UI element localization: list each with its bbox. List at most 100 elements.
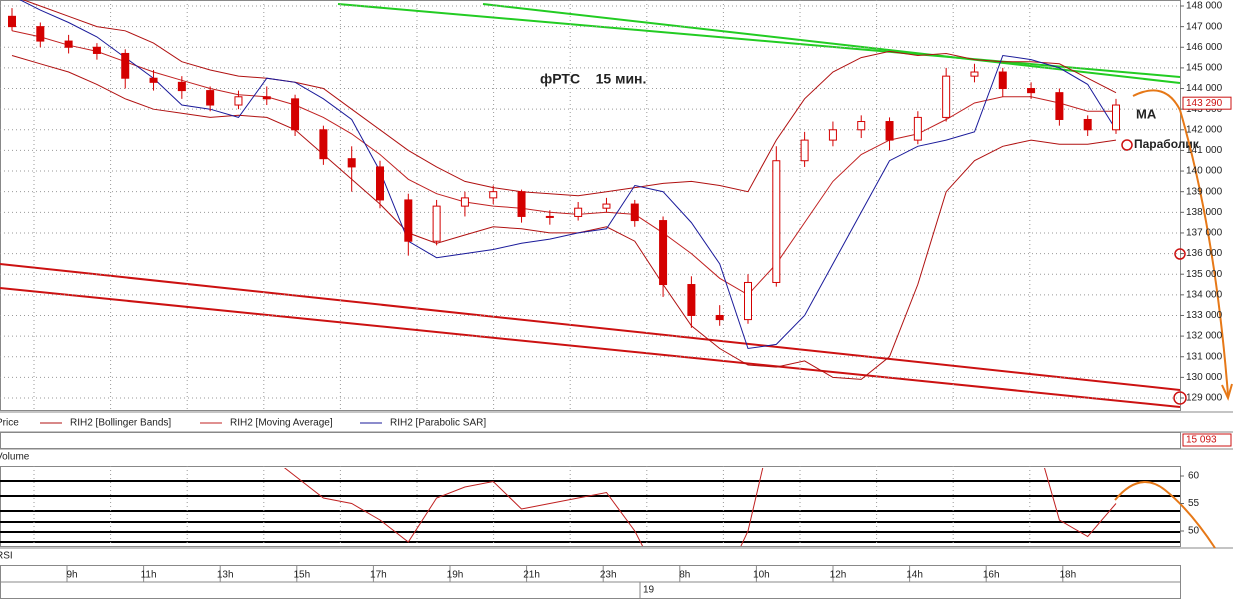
y-tick-label: 131 000 [1186,351,1223,362]
panel-label: RSI [0,551,13,562]
candle-body [998,71,1007,90]
y-tick-label: 60 [1188,471,1200,482]
x-tick-label: 23h [600,570,617,581]
legend-label: RIH2 [Moving Average] [230,418,333,429]
indicator-line [11,30,1116,296]
candle-body [234,96,243,106]
candle-body [828,129,837,141]
candle-body [404,199,413,242]
candle-body [347,158,356,168]
candle-body [64,40,73,48]
candle-body [630,203,639,222]
candle-body [885,121,894,141]
candle-body [291,98,300,131]
candle-body [177,81,186,92]
candle-body [432,205,441,242]
chart-title: фРТС 15 мин. [540,71,646,87]
trend-lines [0,3,1180,408]
candle-body [206,90,215,106]
candle-body [517,191,526,217]
marker-circle [1121,139,1187,405]
x-tick-label: 12h [830,570,847,581]
y-tick-label: 50 [1188,526,1200,537]
y-tick-label: 134 000 [1186,289,1223,300]
candle-body [687,284,696,316]
panel-label: Volume [0,452,30,463]
annotation: Параболик [1134,137,1200,151]
y-tick-label: 136 000 [1186,248,1223,259]
forecast-arrow [1114,89,1233,549]
legend-label: RIH2 [Bollinger Bands] [70,418,171,429]
x-tick-label: 16h [983,570,1000,581]
candle-body [970,71,979,77]
candle-body [772,160,781,283]
candle-body [460,197,469,207]
candle-body [149,77,158,83]
volume-box [1182,433,1232,447]
x-tick-label: 9h [66,570,77,581]
candle-body [913,116,922,141]
candle-body [1027,88,1036,94]
legend: Price Volume RSI [0,418,30,562]
rsi-bands [0,480,1180,543]
last-price-label: 143 290 [1186,98,1223,109]
candle-body [1055,92,1064,120]
y-tick-label: 144 000 [1186,83,1223,94]
y-tick-label: 55 [1188,498,1200,509]
y-tick-label: 130 000 [1186,372,1223,383]
y-tick-label: 129 000 [1186,393,1223,404]
y-tick-label: 138 000 [1186,207,1223,218]
indicator-line [19,0,1117,350]
candle-body [121,52,130,79]
y-tick-label: 133 000 [1186,310,1223,321]
candle-body [942,75,951,118]
x-tick-label: 8h [679,570,690,581]
candle-body [715,314,724,321]
y-tick-label: 132 000 [1186,331,1223,342]
plot-area [8,0,1120,380]
y-tick-label: 139 000 [1186,186,1223,197]
bollinger-lower [11,55,1117,380]
candle-body [545,215,554,218]
candle-body [262,96,271,100]
x-tick-label: 17h [370,570,387,581]
bollinger-upper [22,0,1117,197]
candle-body [92,46,101,54]
y-tick-label: 146 000 [1186,42,1223,53]
last-price-box [1182,96,1232,110]
volume-label: 15 093 [1186,435,1217,446]
rsi-plot [283,468,1117,546]
x-tick-label: 13h [217,570,234,581]
x-tick-label: 19h [447,570,464,581]
rsi-line [283,468,1117,546]
candle-body [319,129,328,160]
y-tick-label: 140 000 [1186,166,1223,177]
candle-body [857,121,866,131]
candle-body [659,220,668,286]
y-tick-label: 137 000 [1186,228,1223,239]
y-tick-label: 145 000 [1186,63,1223,74]
legend-label: RIH2 [Parabolic SAR] [390,418,486,429]
annotation: MA [1136,106,1157,121]
y-tick-label: 135 000 [1186,269,1223,280]
candle-body [1083,118,1092,131]
legend-label: Price [0,418,19,429]
x-tick-label: 15h [293,570,310,581]
y-tick-label: 142 000 [1186,124,1223,135]
candle-body [36,26,45,42]
candle-body [800,139,809,162]
y-tick-label: 141 000 [1186,145,1223,156]
y-tick-label: 147 000 [1186,21,1223,32]
candle-body [574,207,583,217]
candle-body [8,15,16,28]
candle-body [602,203,611,209]
candle-body [489,191,498,199]
candle-body [376,166,384,201]
main-panel [0,0,1181,411]
x-tick-label: 14h [906,570,923,581]
y-tick-label: 148 000 [1186,1,1223,12]
candle-body [744,281,752,321]
x-tick-label: 21h [523,570,540,581]
x-tick-label: 10h [753,570,770,581]
